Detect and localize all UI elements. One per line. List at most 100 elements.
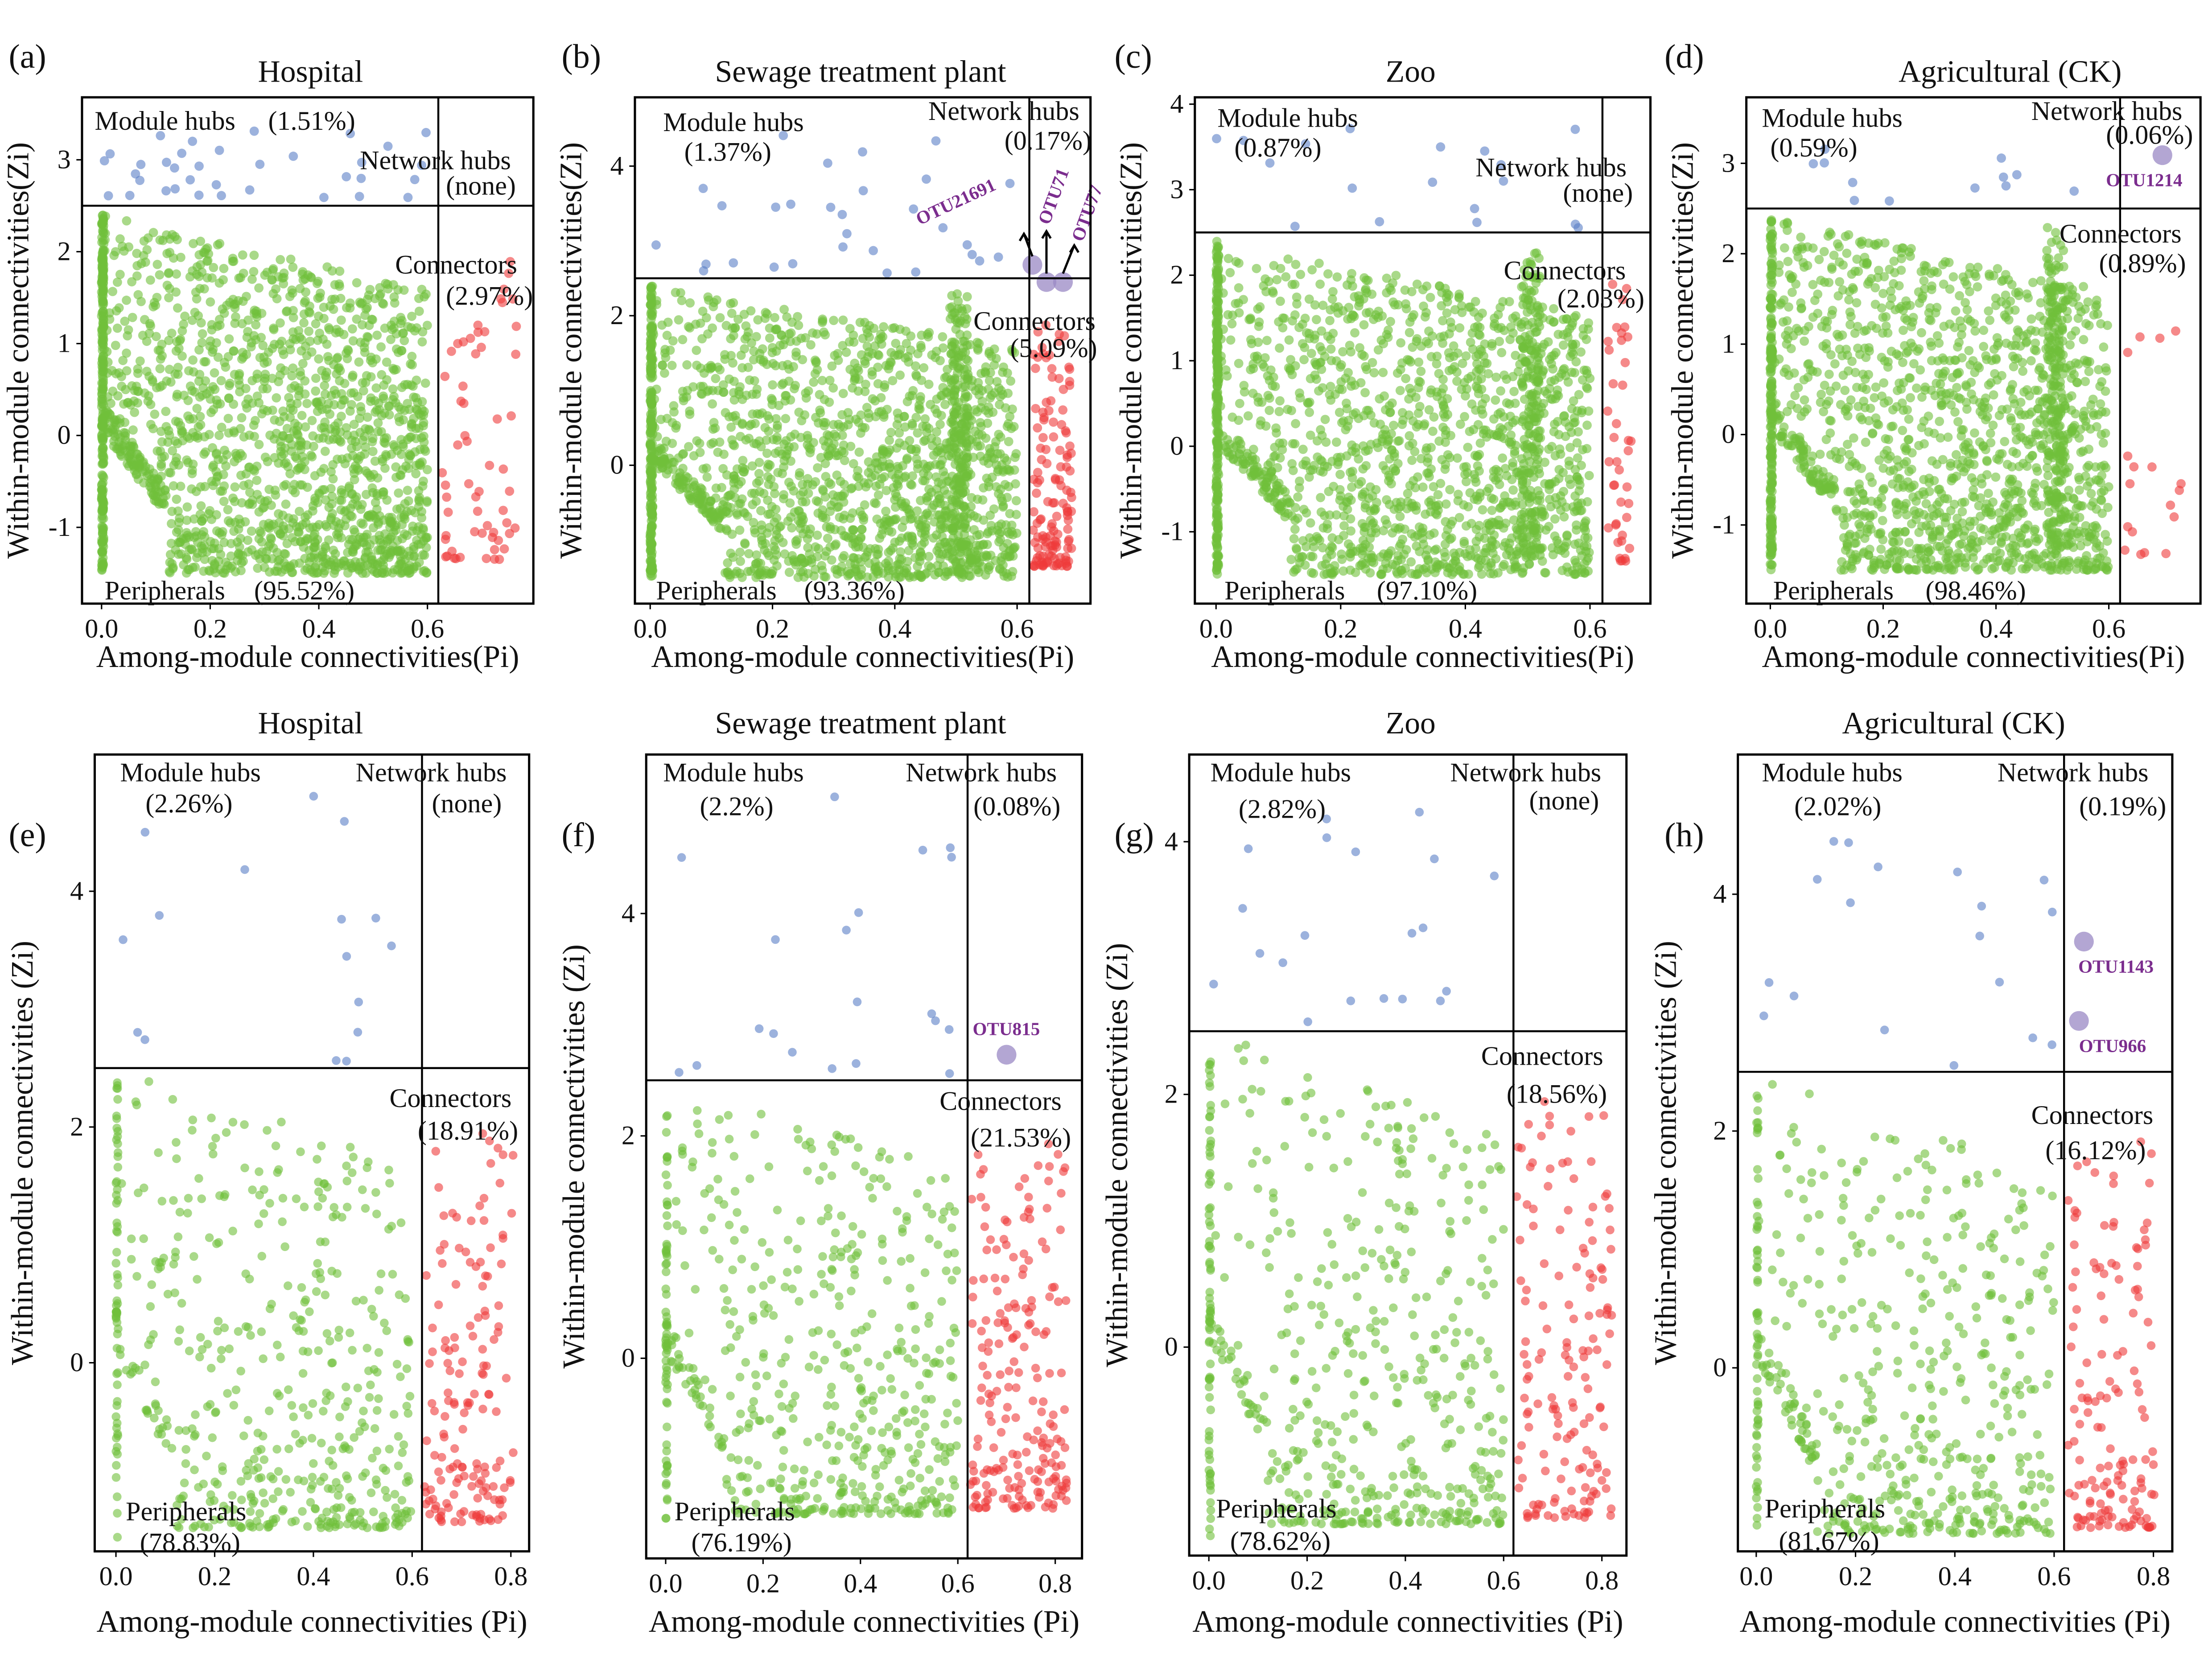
peripheral-point bbox=[106, 399, 115, 408]
peripheral-point bbox=[916, 341, 926, 350]
module-hub-point bbox=[931, 136, 941, 146]
peripheral-point bbox=[161, 407, 171, 416]
peripheral-point bbox=[924, 552, 934, 561]
connector-point bbox=[1036, 514, 1046, 524]
peripheral-point bbox=[978, 495, 988, 505]
connector-point bbox=[1042, 398, 1051, 407]
module-hub-point bbox=[769, 262, 779, 272]
peripherals-percent: (93.36%) bbox=[804, 576, 905, 605]
peripheral-point bbox=[878, 444, 888, 454]
peripheral-point bbox=[348, 336, 358, 346]
module-hub-point bbox=[858, 186, 868, 196]
peripherals-label: Peripherals bbox=[656, 576, 776, 605]
peripheral-point bbox=[389, 440, 399, 450]
peripheral-point bbox=[668, 336, 678, 346]
peripheral-point bbox=[1347, 482, 1356, 492]
module-hub-point bbox=[103, 191, 113, 201]
connector-point bbox=[465, 333, 475, 343]
peripheral-point bbox=[762, 435, 771, 445]
connector-point bbox=[1049, 561, 1059, 571]
peripheral-point bbox=[998, 560, 1008, 570]
peripheral-point bbox=[692, 360, 701, 370]
peripheral-point bbox=[110, 425, 120, 435]
peripheral-point bbox=[1222, 371, 1232, 381]
peripheral-point bbox=[334, 523, 344, 533]
peripheral-point bbox=[1004, 436, 1013, 446]
peripheral-point bbox=[751, 496, 761, 506]
peripheral-point bbox=[252, 373, 262, 383]
peripheral-point bbox=[321, 495, 331, 505]
peripheral-point bbox=[743, 567, 753, 576]
peripheral-point bbox=[398, 329, 408, 338]
module-hub-point bbox=[962, 240, 972, 250]
peripheral-point bbox=[403, 399, 412, 408]
peripheral-point bbox=[740, 334, 750, 344]
peripheral-point bbox=[678, 464, 688, 473]
peripheral-point bbox=[961, 442, 971, 452]
peripheral-point bbox=[1414, 357, 1424, 367]
peripheral-point bbox=[322, 262, 332, 272]
peripheral-point bbox=[368, 434, 378, 443]
peripheral-point bbox=[199, 449, 209, 459]
peripheral-point bbox=[286, 254, 296, 264]
peripheral-point bbox=[734, 499, 744, 509]
peripheral-point bbox=[796, 333, 806, 343]
peripheral-point bbox=[192, 403, 202, 413]
peripheral-point bbox=[419, 476, 428, 486]
peripheral-point bbox=[795, 468, 804, 477]
peripheral-point bbox=[398, 442, 408, 452]
peripheral-point bbox=[800, 558, 810, 567]
peripheral-point bbox=[320, 446, 330, 456]
peripheral-point bbox=[320, 381, 330, 391]
peripheral-point bbox=[971, 405, 980, 415]
peripheral-point bbox=[1010, 479, 1020, 489]
peripheral-point bbox=[349, 388, 358, 398]
peripheral-point bbox=[678, 335, 688, 345]
peripheral-point bbox=[288, 313, 298, 322]
peripheral-point bbox=[179, 319, 189, 329]
peripheral-point bbox=[238, 250, 247, 260]
x-tick-label: 0.6 bbox=[411, 614, 444, 644]
peripheral-point bbox=[946, 384, 956, 394]
peripheral-point bbox=[1401, 374, 1411, 383]
peripheral-point bbox=[974, 429, 984, 439]
peripheral-point bbox=[249, 267, 259, 276]
peripheral-point bbox=[336, 400, 346, 410]
peripheral-point bbox=[965, 340, 975, 350]
peripheral-point bbox=[236, 534, 245, 543]
peripheral-point bbox=[798, 497, 807, 506]
peripheral-point bbox=[98, 218, 107, 227]
peripheral-point bbox=[728, 358, 737, 368]
peripheral-point bbox=[266, 521, 276, 531]
peripheral-point bbox=[1561, 432, 1570, 441]
peripheral-point bbox=[704, 295, 713, 305]
peripheral-point bbox=[400, 529, 409, 539]
peripheral-point bbox=[984, 408, 993, 418]
peripheral-point bbox=[857, 510, 867, 520]
peripheral-point bbox=[335, 376, 345, 386]
connector-point bbox=[499, 544, 509, 554]
peripheral-point bbox=[873, 490, 883, 500]
peripheral-point bbox=[768, 359, 778, 368]
peripheral-point bbox=[174, 343, 184, 353]
peripheral-point bbox=[677, 296, 687, 305]
peripheral-point bbox=[415, 493, 424, 502]
module-hub-point bbox=[967, 250, 977, 259]
x-tick-label: 0.4 bbox=[878, 614, 911, 644]
peripheral-point bbox=[1223, 310, 1233, 320]
peripheral-point bbox=[148, 377, 157, 387]
peripheral-point bbox=[135, 356, 145, 366]
peripheral-point bbox=[976, 441, 985, 451]
peripheral-point bbox=[386, 550, 395, 560]
peripheral-point bbox=[324, 356, 334, 365]
module-hub-point bbox=[882, 268, 892, 278]
peripheral-point bbox=[117, 381, 127, 391]
peripheral-point bbox=[1007, 572, 1016, 581]
peripheral-point bbox=[789, 486, 799, 496]
module-hub-point bbox=[125, 190, 135, 200]
peripheral-point bbox=[900, 440, 910, 450]
peripheral-point bbox=[98, 547, 107, 557]
peripheral-point bbox=[115, 270, 125, 280]
peripheral-point bbox=[729, 484, 739, 494]
